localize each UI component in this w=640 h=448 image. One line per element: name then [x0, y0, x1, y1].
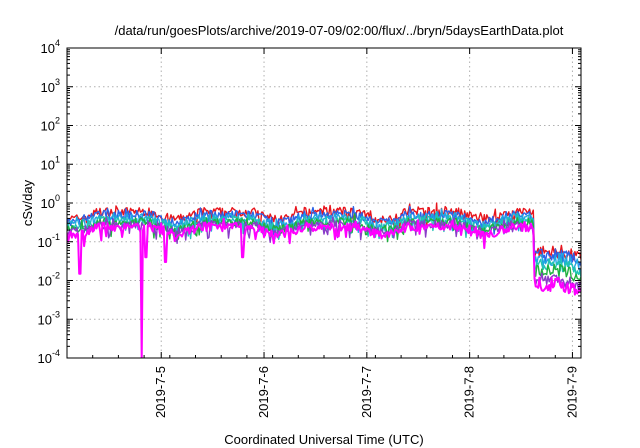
series-line [67, 205, 581, 268]
y-tick-label: 102 [41, 116, 60, 134]
x-tick-label: 2019-7-9 [564, 366, 579, 418]
y-axis: 10-4 10-3 10-2 10-1 100 101 102 103 104 [38, 38, 581, 366]
y-tick-label: 103 [41, 77, 60, 95]
series-line [67, 217, 581, 358]
x-tick-label: 2019-7-5 [153, 366, 168, 418]
grid [67, 48, 581, 358]
y-tick-label: 100 [41, 193, 60, 211]
series-line [67, 216, 581, 292]
y-tick-label: 10-2 [38, 271, 60, 289]
y-tick-label: 10-4 [38, 348, 60, 366]
y-tick-label: 10-1 [38, 232, 60, 250]
series-group [67, 202, 581, 358]
x-axis-label: Coordinated Universal Time (UTC) [224, 432, 423, 447]
y-tick-label: 10-3 [38, 309, 60, 327]
chart-title: /data/run/goesPlots/archive/2019-07-09/0… [115, 23, 564, 38]
x-tick-label: 2019-7-8 [462, 366, 477, 418]
x-tick-label: 2019-7-6 [256, 366, 271, 418]
y-axis-label: cSv/day [20, 179, 35, 226]
x-tick-label: 2019-7-7 [359, 366, 374, 418]
y-tick-label: 104 [41, 38, 60, 56]
x-axis: 2019-7-5 2019-7-6 2019-7-7 2019-7-8 2019-7-9 [66, 48, 582, 418]
y-tick-label: 101 [41, 154, 60, 172]
